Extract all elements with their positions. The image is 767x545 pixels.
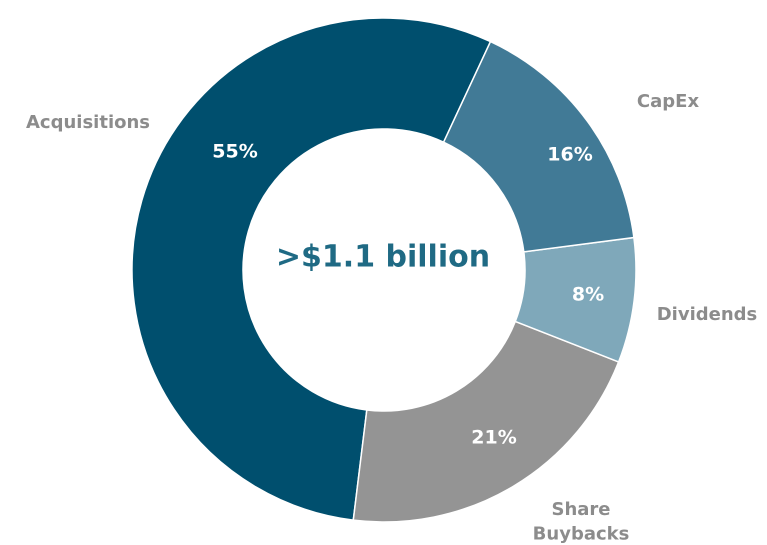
donut-slice bbox=[131, 17, 492, 521]
center-label: >$1.1 billion bbox=[276, 240, 490, 275]
category-label: CapEx bbox=[637, 91, 700, 112]
donut-slice bbox=[514, 236, 637, 363]
category-label: Dividends bbox=[657, 304, 758, 325]
value-label: 21% bbox=[471, 427, 516, 449]
category-label: Share Buybacks bbox=[533, 499, 630, 544]
donut-slice bbox=[352, 320, 620, 523]
value-label: 8% bbox=[572, 284, 604, 306]
value-label: 16% bbox=[547, 144, 592, 166]
value-label: 55% bbox=[212, 141, 257, 163]
category-label: Acquisitions bbox=[26, 112, 150, 133]
donut-slice bbox=[442, 40, 635, 253]
